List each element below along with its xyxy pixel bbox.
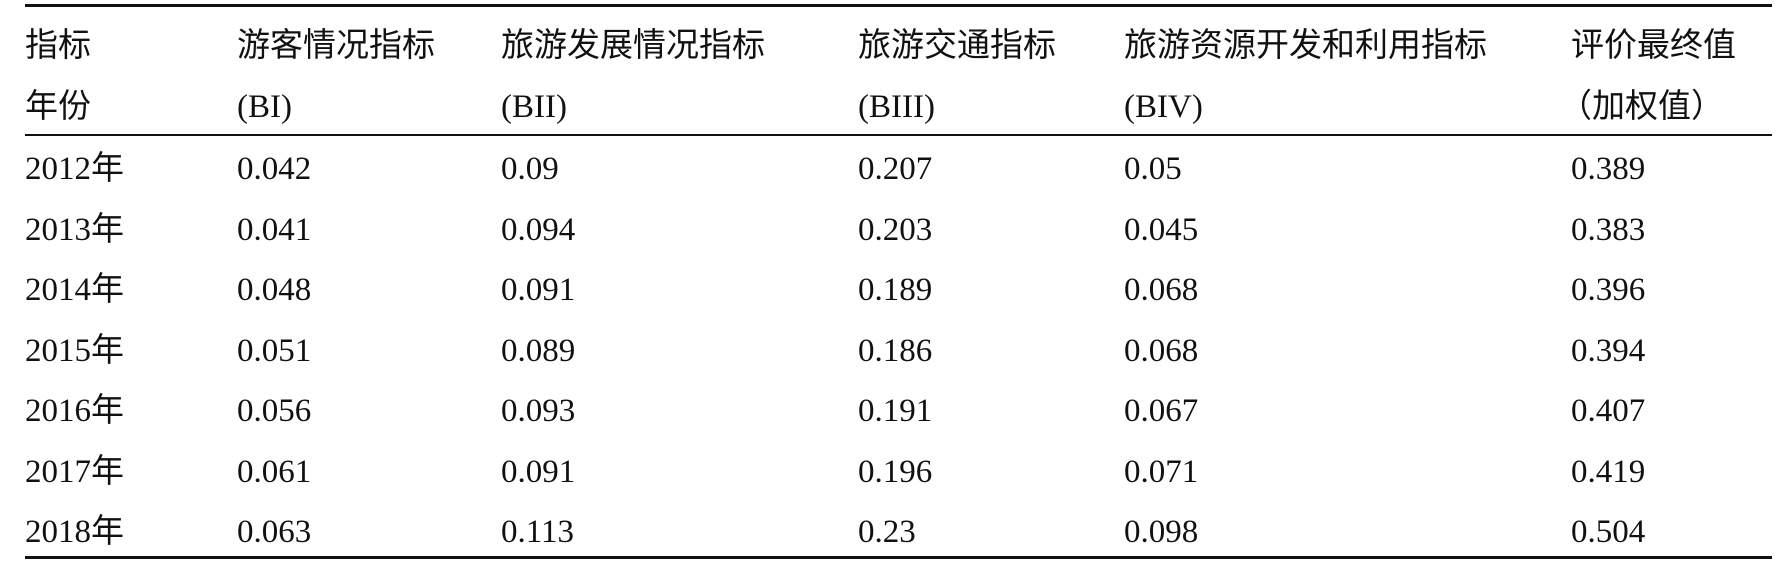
value-cell: 0.056 xyxy=(237,393,312,429)
value-cell: 0.504 xyxy=(1571,514,1646,550)
value-cell: 0.067 xyxy=(1124,393,1199,429)
year-cell: 2013年 xyxy=(25,211,124,248)
value-cell: 0.063 xyxy=(237,514,312,550)
header-cell: 指标 xyxy=(25,28,91,64)
value-cell: 0.041 xyxy=(237,211,312,248)
value-cell: 0.186 xyxy=(858,332,933,369)
header-rule xyxy=(25,134,1772,136)
value-cell: 0.042 xyxy=(237,151,312,187)
value-cell: 0.05 xyxy=(1124,151,1182,187)
value-cell: 0.089 xyxy=(501,332,576,369)
value-cell: 0.091 xyxy=(501,272,576,308)
header-cell: (BIV) xyxy=(1124,89,1203,125)
header-cell: (BI) xyxy=(237,89,292,125)
value-cell: 0.196 xyxy=(858,453,933,490)
value-cell: 0.394 xyxy=(1571,332,1646,369)
value-cell: 0.419 xyxy=(1571,453,1646,490)
value-cell: 0.051 xyxy=(237,332,312,369)
value-cell: 0.045 xyxy=(1124,211,1199,248)
value-cell: 0.189 xyxy=(858,272,933,308)
value-cell: 0.203 xyxy=(858,211,933,248)
year-cell: 2016年 xyxy=(25,393,124,429)
value-cell: 0.207 xyxy=(858,151,933,187)
value-cell: 0.098 xyxy=(1124,514,1199,550)
header-cell: 旅游发展情况指标 xyxy=(501,28,765,64)
header-cell: （加权值） xyxy=(1559,89,1724,125)
value-cell: 0.091 xyxy=(501,453,576,490)
value-cell: 0.09 xyxy=(501,151,559,187)
value-cell: 0.048 xyxy=(237,272,312,308)
header-cell: 旅游交通指标 xyxy=(858,28,1056,64)
year-cell: 2015年 xyxy=(25,332,124,369)
year-cell: 2018年 xyxy=(25,514,124,550)
value-cell: 0.071 xyxy=(1124,453,1199,490)
value-cell: 0.068 xyxy=(1124,272,1199,308)
value-cell: 0.113 xyxy=(501,514,575,550)
year-cell: 2017年 xyxy=(25,453,124,490)
bottom-rule xyxy=(25,556,1772,559)
value-cell: 0.396 xyxy=(1571,272,1646,308)
value-cell: 0.407 xyxy=(1571,393,1646,429)
value-cell: 0.061 xyxy=(237,453,312,490)
header-cell: (BIII) xyxy=(858,89,935,125)
year-cell: 2014年 xyxy=(25,272,124,308)
value-cell: 0.191 xyxy=(858,393,933,429)
header-cell: 年份 xyxy=(25,89,91,125)
header-cell: 游客情况指标 xyxy=(237,28,435,64)
value-cell: 0.068 xyxy=(1124,332,1199,369)
header-cell: (BII) xyxy=(501,89,567,125)
value-cell: 0.383 xyxy=(1571,211,1646,248)
header-cell: 旅游资源开发和利用指标 xyxy=(1124,28,1487,64)
header-cell: 评价最终值 xyxy=(1571,28,1736,64)
value-cell: 0.389 xyxy=(1571,151,1646,187)
value-cell: 0.094 xyxy=(501,211,576,248)
year-cell: 2012年 xyxy=(25,151,124,187)
value-cell: 0.23 xyxy=(858,514,916,550)
value-cell: 0.093 xyxy=(501,393,576,429)
top-rule xyxy=(25,4,1772,7)
